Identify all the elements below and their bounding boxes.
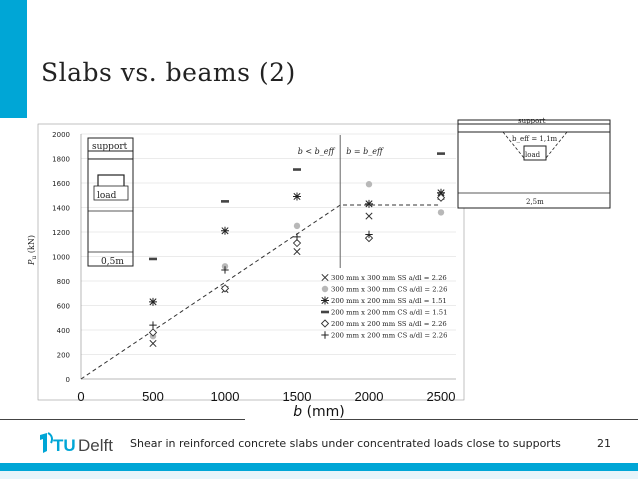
annotation-b-less-beff: b < b_eff — [298, 147, 336, 156]
legend: 300 mm x 300 mm SS a/dl = 2.26 300 mm x 3… — [320, 273, 447, 340]
data-point-series-5 — [292, 238, 302, 248]
x-tick-label: 1500 — [283, 389, 312, 404]
legend-label-2: 300 mm x 300 mm CS a/dl = 2.26 — [331, 286, 447, 294]
page-number: 21 — [597, 437, 611, 450]
data-point-series-2 — [293, 222, 301, 230]
data-point-series-5 — [148, 328, 158, 337]
x-axis-label: b (mm) — [0, 404, 638, 420]
y-tick-label: 600 — [57, 303, 70, 311]
y-tick-label: 0 — [66, 376, 70, 384]
data-point-series-3 — [293, 192, 301, 201]
inset-right-load-label: load — [525, 151, 541, 159]
plot-frame — [37, 123, 465, 401]
grid — [80, 133, 456, 380]
inset-left: support load 0,5m — [87, 137, 134, 267]
y-tick-label: 1200 — [52, 229, 70, 237]
legend-label-5: 200 mm x 200 mm SS a/dl = 2.26 — [331, 320, 447, 328]
footer-rule-left — [0, 419, 245, 420]
legend-label-1: 300 mm x 300 mm SS a/dl = 2.26 — [331, 274, 447, 282]
inset-right: support b_eff = 1,1m load 2,5m — [457, 117, 611, 209]
data-point-series-1 — [293, 248, 301, 256]
inset-right-dimension: 2,5m — [526, 198, 544, 206]
inset-left-load-label: load — [97, 191, 117, 201]
inset-left-support-label: support — [92, 142, 128, 152]
data-point-series-3 — [365, 199, 373, 208]
legend-label-3: 200 mm x 200 mm SS a/dl = 1.51 — [331, 297, 447, 305]
data-point-series-3 — [221, 226, 229, 235]
logo-delft: Delft — [78, 436, 113, 455]
data-point-series-1 — [149, 339, 157, 348]
y-tick-label: 1000 — [52, 254, 70, 262]
inset-right-beff-label: b_eff = 1,1m — [512, 135, 558, 143]
data-points — [148, 152, 446, 348]
data-point-series-1 — [365, 212, 373, 220]
x-tick-label: 500 — [142, 389, 164, 404]
y-tick-labels: 0 200 400 600 800 1000 1200 1400 1600 1800 2000 — [52, 131, 70, 384]
footer-rule-right — [330, 419, 638, 420]
legend-label-4: 200 mm x 200 mm CS a/dl = 1.51 — [331, 309, 447, 317]
legend-marker-4 — [321, 310, 329, 314]
data-point-series-6 — [293, 233, 301, 241]
x-tick-label: 1000 — [211, 389, 240, 404]
data-point-series-6 — [221, 266, 229, 274]
data-point-series-4 — [149, 257, 157, 261]
x-tick-label: 2500 — [427, 389, 456, 404]
y-tick-label: 200 — [57, 352, 70, 360]
data-point-series-5 — [220, 284, 230, 293]
inset-left-dimension: 0,5m — [101, 257, 124, 267]
data-point-series-4 — [437, 152, 445, 155]
legend-marker-3 — [321, 296, 329, 305]
legend-marker-1 — [321, 273, 329, 282]
legend-label-6: 200 mm x 200 mm CS a/dl = 2.26 — [331, 332, 447, 340]
legend-marker-6 — [321, 331, 329, 339]
flame-icon — [40, 433, 47, 453]
accent-bar — [0, 0, 27, 118]
tudelft-logo: TU Delft — [40, 432, 113, 455]
y-tick-label: 400 — [57, 327, 70, 335]
y-tick-label: 1800 — [52, 156, 70, 164]
trend-line — [80, 204, 441, 380]
footer-text: Shear in reinforced concrete slabs under… — [130, 437, 561, 450]
data-point-series-2 — [365, 181, 373, 188]
inset-right-support-label: support — [518, 117, 546, 125]
logo-tu: TU — [53, 436, 76, 455]
x-tick-label: 0 — [77, 389, 84, 404]
legend-marker-2 — [321, 285, 329, 293]
data-point-series-3 — [437, 188, 445, 197]
footer-band-light — [0, 471, 638, 479]
y-tick-label: 800 — [57, 278, 70, 286]
data-point-series-5 — [436, 193, 446, 202]
x-tick-labels: 0 500 1000 1500 2000 2500 — [77, 389, 455, 404]
x-tick-label: 2000 — [355, 389, 384, 404]
x-axis-variable: b — [293, 404, 303, 420]
y-tick-label: 2000 — [52, 131, 70, 139]
x-axis-unit: (mm) — [306, 404, 345, 420]
y-tick-label: 1600 — [52, 180, 70, 188]
data-point-series-3 — [149, 297, 157, 306]
y-axis-label: Pu (kN) — [27, 235, 38, 266]
y-tick-label: 1400 — [52, 205, 70, 213]
footer-band — [0, 463, 638, 471]
data-point-series-6 — [149, 321, 157, 329]
annotation-b-equals-beff: b = b_eff — [346, 147, 384, 156]
data-point-series-6 — [365, 230, 373, 239]
data-point-series-4 — [221, 200, 229, 203]
slide-title: Slabs vs. beams (2) — [41, 58, 296, 87]
legend-marker-5 — [320, 319, 330, 328]
data-point-series-2 — [437, 209, 445, 216]
data-point-series-4 — [293, 168, 301, 171]
